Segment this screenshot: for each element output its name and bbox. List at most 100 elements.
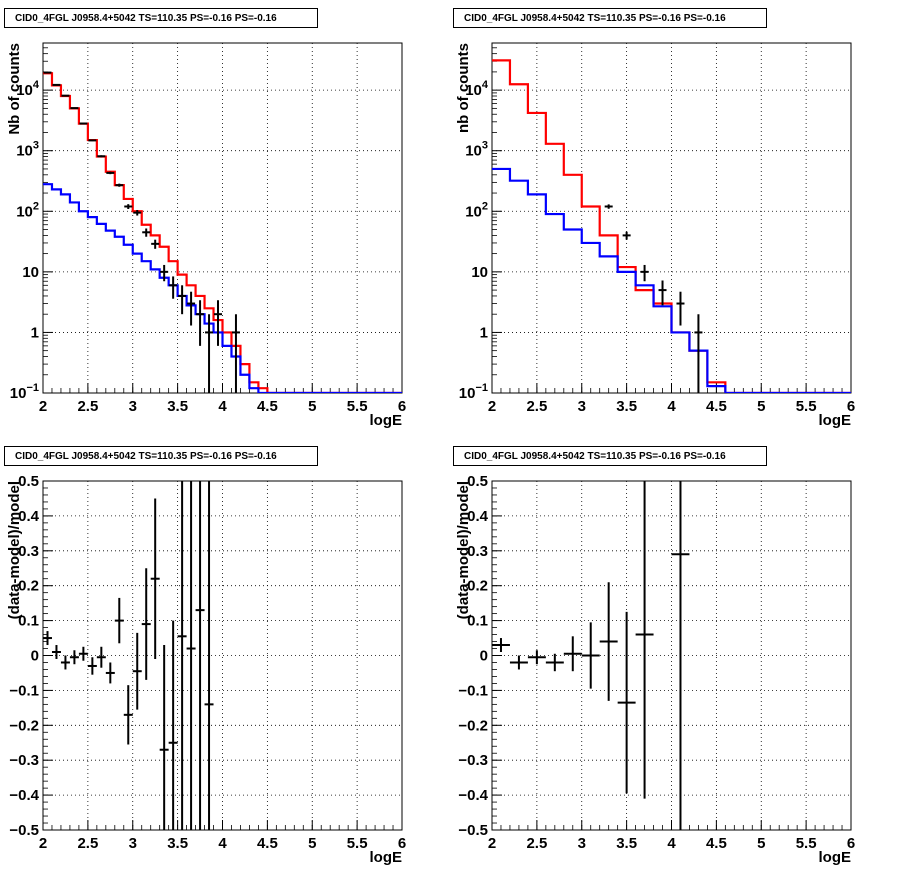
x-tick-label: 5 [757,398,765,415]
x-tick-label: 2 [39,835,47,852]
y-tick-label: 103 [465,140,488,160]
x-tick-label: 4.5 [257,398,278,415]
y-tick-label: −0.3 [9,752,39,769]
x-tick-label: 5.5 [796,398,817,415]
x-axis-title: logE [370,412,403,429]
y-tick-label: 102 [465,200,488,220]
y-tick-label: 0.4 [467,508,489,525]
y-tick-label: −0.3 [458,752,488,769]
plot-frame [491,42,852,394]
y-tick-label: 104 [16,79,40,99]
x-tick-label: 5 [308,398,316,415]
x-tick-label: 4.5 [706,835,727,852]
y-tick-exponent: 4 [482,79,489,91]
x-tick-label: 2 [488,835,496,852]
data-layer [492,481,690,830]
y-tick-label: 0.2 [467,578,488,595]
y-tick-exponent: 2 [33,200,39,212]
y-tick-label: 104 [465,79,489,99]
x-tick-label: 5 [308,835,316,852]
y-axis-title: Nb of counts [6,43,23,135]
y-tick-base: 10 [16,82,33,99]
y-tick-label: 0.4 [18,508,40,525]
y-tick-base: 10 [16,143,33,160]
x-tick-label: 3 [578,398,586,415]
y-tick-label: 0.1 [467,613,488,630]
x-tick-label: 5 [757,835,765,852]
panel-p0: 2 2.5 3 3.5 4 4.5 5 5.5 610−1110102103104logENb … [6,42,406,429]
data-layer [43,71,402,393]
x-axis-title: logE [819,849,852,866]
series-0-step-line [492,59,851,393]
y-tick-base: 10 [465,82,482,99]
panel-p3: 2 2.5 3 3.5 4 4.5 5 5.5 6 −0.5 −0.4 −0.3 −0.2 −0.1 0 0.… [455,473,855,866]
panel-p1: 2 2.5 3 3.5 4 4.5 5 5.5 610−1110102103104logEnb … [455,42,855,429]
x-tick-label: 3.5 [167,835,188,852]
x-tick-label: 6 [847,835,855,852]
plot-frame [42,480,403,831]
y-tick-base: 10 [471,264,488,281]
x-tick-label: 2 [488,398,496,415]
x-tick-label: 3 [129,835,137,852]
x-tick-label: 4 [667,398,676,415]
x-tick-label: 2.5 [526,835,547,852]
y-tick-label: 0 [31,648,39,665]
y-tick-exponent: 3 [33,140,39,152]
y-tick-label: 0.5 [467,473,488,490]
y-tick-label: 0.5 [18,473,39,490]
y-tick-exponent: −1 [475,382,488,394]
x-tick-label: 4 [667,835,676,852]
series-1-step-line [492,167,851,393]
y-tick-base: 1 [31,324,39,341]
y-tick-label: 10 [471,264,488,281]
y-tick-label: 103 [16,140,39,160]
y-tick-label: 1 [31,324,39,341]
y-tick-base: 10 [10,385,27,402]
x-tick-label: 3.5 [167,398,188,415]
y-tick-label: 0 [480,648,488,665]
y-tick-base: 10 [459,385,476,402]
y-tick-label: −0.5 [458,822,488,839]
x-axis-title: logE [819,412,852,429]
y-tick-label: −0.2 [9,717,39,734]
x-tick-label: 2 [39,398,47,415]
y-tick-base: 10 [465,143,482,160]
x-tick-label: 6 [847,398,855,415]
y-tick-label: 1 [480,324,488,341]
x-tick-label: 3 [129,398,137,415]
x-tick-label: 5.5 [347,398,368,415]
title-box-p1: CID0_4FGL J0958.4+5042 TS=110.35 PS=-0.1… [453,8,767,28]
x-tick-label: 4.5 [706,398,727,415]
y-tick-label: −0.2 [458,717,488,734]
y-tick-label: 10−1 [459,382,488,402]
y-tick-exponent: 2 [482,200,488,212]
title-box-p3: CID0_4FGL J0958.4+5042 TS=110.35 PS=-0.1… [453,446,767,466]
data-layer [492,59,851,393]
y-tick-label: −0.4 [9,787,39,804]
y-tick-label: 0.1 [18,613,39,630]
y-tick-exponent: 4 [33,79,40,91]
y-tick-label: −0.5 [9,822,39,839]
y-tick-label: 0.3 [467,543,488,560]
x-tick-label: 3 [578,835,586,852]
y-tick-exponent: 3 [482,140,488,152]
x-tick-label: 4 [218,835,227,852]
y-tick-label: 10 [22,264,39,281]
y-tick-label: 10−1 [10,382,39,402]
y-tick-label: −0.1 [458,682,488,699]
y-tick-label: 102 [16,200,39,220]
x-tick-label: 2.5 [526,398,547,415]
x-tick-label: 4 [218,398,227,415]
data-layer [43,481,214,830]
y-tick-exponent: −1 [26,382,39,394]
x-tick-label: 3.5 [616,398,637,415]
y-tick-base: 10 [16,203,33,220]
x-tick-label: 2.5 [77,835,98,852]
y-axis-title: nb of counts [455,43,472,133]
y-tick-label: −0.4 [458,787,488,804]
panel-p2: 2 2.5 3 3.5 4 4.5 5 5.5 6 −0.5 −0.4 −0.3 −0.2 −0.1 0 0.… [6,473,406,866]
x-tick-label: 6 [398,398,406,415]
y-tick-label: −0.1 [9,682,39,699]
y-axis-title: (data-model)/model [6,481,23,619]
